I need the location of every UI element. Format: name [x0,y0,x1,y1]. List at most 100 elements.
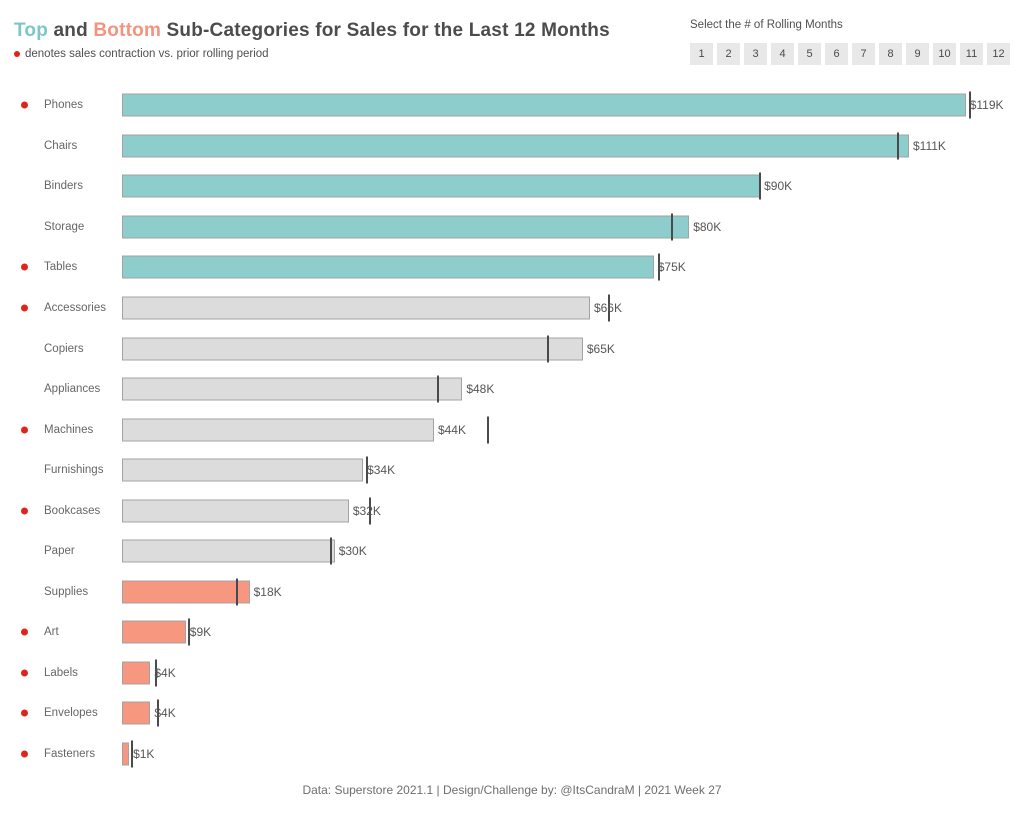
category-label: Accessories [44,302,106,314]
bar-area: $32K [122,490,1012,531]
category-label: Fasteners [44,748,96,761]
prior-period-tick [758,172,761,200]
value-label: $1K [133,747,155,762]
rolling-month-button-2[interactable]: 2 [717,43,740,65]
contraction-dot-icon [21,507,28,515]
value-label: $18K [253,584,282,599]
chart-row-bookcases: Bookcases $32K [0,490,1024,531]
value-label: $32K [352,503,381,518]
title-and-word: and [48,20,94,41]
category-label: Labels [44,666,78,679]
sales-bar[interactable] [122,539,335,563]
rolling-month-button-12[interactable]: 12 [987,43,1010,65]
chart-row-supplies: Supplies $18K [0,572,1024,613]
chart-row-appliances: Appliances $48K [0,369,1024,410]
prior-period-tick [156,699,159,727]
bar-area: $4K [122,693,1012,734]
chart-row-machines: Machines $44K [0,409,1024,450]
bar-area: $66K [122,288,1012,329]
bar-area: $119K [122,85,1012,126]
sales-bar[interactable] [122,580,250,604]
rolling-month-button-3[interactable]: 3 [744,43,767,65]
value-label: $4K [154,706,176,721]
bar-area: $90K [122,166,1012,207]
rolling-month-button-9[interactable]: 9 [906,43,929,65]
sales-bar[interactable] [122,620,186,644]
sales-bar[interactable] [122,296,590,320]
prior-period-tick [436,375,439,403]
sales-bar[interactable] [122,499,349,523]
rolling-month-button-7[interactable]: 7 [852,43,875,65]
chart-row-storage: Storage $80K [0,207,1024,248]
category-label: Bookcases [44,504,101,517]
contraction-dot-icon [21,709,28,717]
category-label: Envelopes [44,707,98,720]
bar-area: $1K [122,734,1012,775]
chart-row-envelopes: Envelopes $4K [0,693,1024,734]
contraction-dot-icon [21,304,28,312]
chart-row-paper: Paper $30K [0,531,1024,572]
rolling-month-button-10[interactable]: 10 [933,43,956,65]
sales-bar[interactable] [122,701,151,725]
bar-area: $44K [122,409,1012,450]
category-label: Furnishings [44,464,104,477]
category-label: Supplies [44,585,89,598]
rolling-months-label: Select the # of Rolling Months [690,19,843,31]
bar-area: $65K [122,328,1012,369]
sales-bar[interactable] [122,661,151,685]
subtitle: denotes sales contraction vs. prior roll… [14,48,610,60]
chart-row-chairs: Chairs $111K [0,126,1024,167]
sales-bar[interactable] [122,93,966,117]
prior-period-tick [365,456,368,484]
value-label: $75K [657,260,686,275]
rolling-month-button-8[interactable]: 8 [879,43,902,65]
prior-period-tick [658,253,660,281]
prior-period-tick [329,537,332,565]
prior-period-tick [155,659,158,687]
sales-bar[interactable] [122,174,761,198]
prior-period-tick [131,740,134,768]
category-label: Copiers [44,342,84,355]
sales-bar[interactable] [122,255,654,279]
contraction-dot-icon [21,101,28,109]
rolling-month-button-11[interactable]: 11 [960,43,983,65]
sales-bar[interactable] [122,337,583,361]
value-label: $119K [969,98,1004,113]
sales-bar[interactable] [122,377,463,401]
category-label: Storage [44,220,85,233]
value-label: $30K [338,544,367,559]
category-label: Paper [44,545,75,558]
sales-bar[interactable] [122,742,130,766]
title-top-word: Top [14,20,49,41]
value-label: $48K [466,382,495,397]
prior-period-tick [968,91,971,119]
bar-area: $9K [122,612,1012,653]
bar-area: $75K [122,247,1012,288]
sales-bar[interactable] [122,134,909,158]
rolling-month-button-6[interactable]: 6 [825,43,848,65]
value-label: $44K [437,422,466,437]
bar-area: $80K [122,207,1012,248]
bar-area: $18K [122,572,1012,613]
contraction-dot-icon [21,669,28,677]
value-label: $34K [367,463,396,478]
prior-period-tick [236,578,239,606]
contraction-dot-icon [21,263,28,271]
rolling-month-button-4[interactable]: 4 [771,43,794,65]
sales-bar[interactable] [122,215,690,239]
bar-area: $30K [122,531,1012,572]
sales-bar[interactable] [122,458,364,482]
category-label: Appliances [44,383,101,396]
value-label: $66K [593,301,622,315]
value-label: $4K [154,665,176,680]
rolling-month-button-1[interactable]: 1 [690,43,713,65]
prior-period-tick [487,416,490,444]
category-label: Chairs [44,139,78,152]
chart-row-tables: Tables $75K [0,247,1024,288]
rolling-month-button-5[interactable]: 5 [798,43,821,65]
sales-bar[interactable] [122,418,434,442]
bar-area: $34K [122,450,1012,491]
category-label: Binders [44,180,83,193]
contraction-dot-icon [21,628,28,636]
rolling-months-buttons: 1 2 3 4 5 6 7 8 9 10 11 12 [690,43,1012,65]
